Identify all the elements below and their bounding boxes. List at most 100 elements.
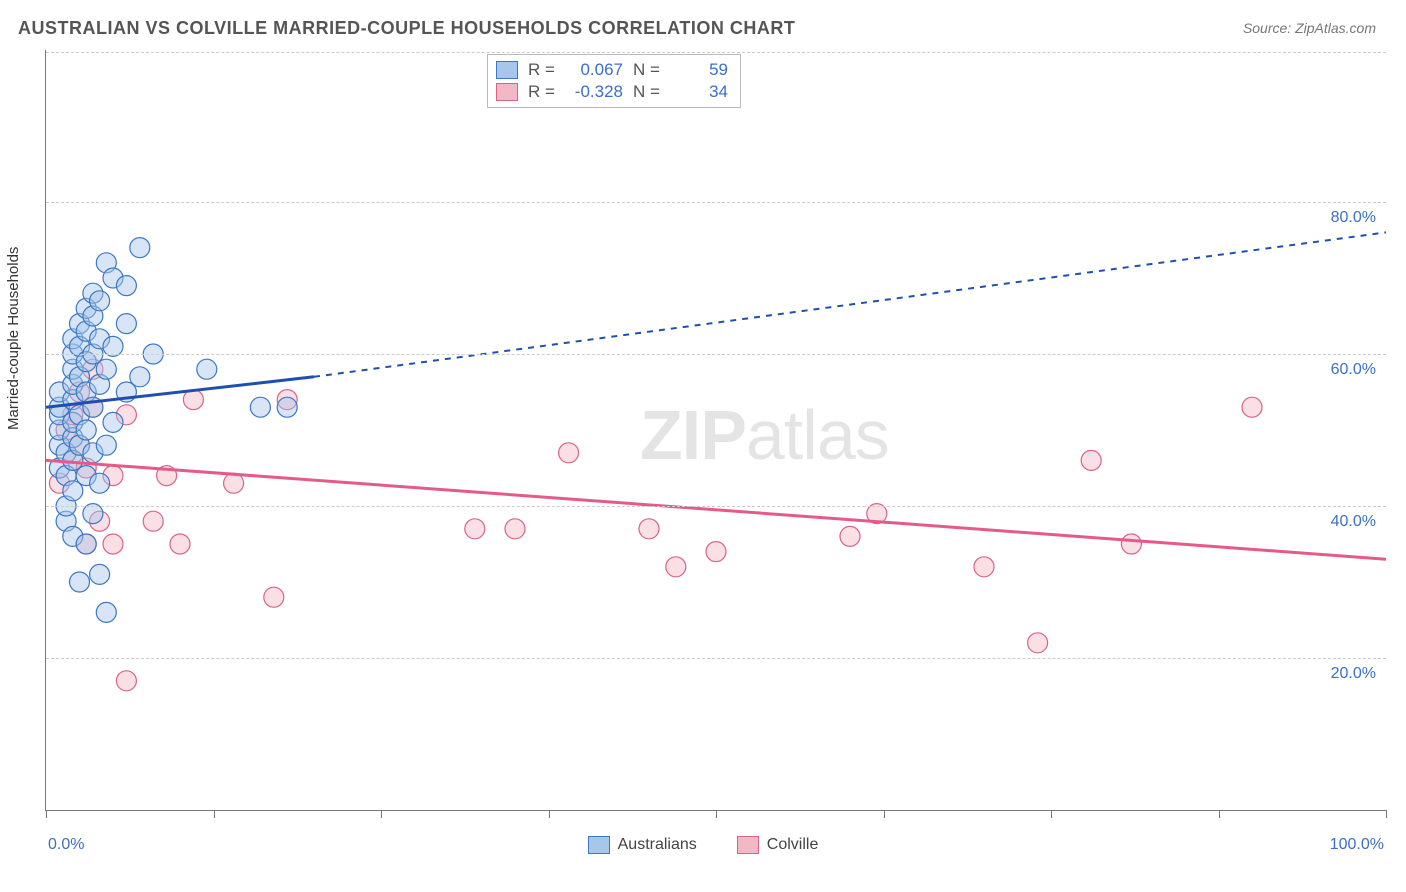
legend-item-colville: Colville <box>737 836 819 854</box>
series-legend: Australians Colville <box>0 836 1406 854</box>
point-colville <box>277 390 297 410</box>
point-colville <box>76 534 96 554</box>
n-value-colville: 34 <box>673 82 728 102</box>
legend-label-colville: Colville <box>767 836 819 854</box>
point-australians <box>49 435 69 455</box>
point-colville <box>1242 397 1262 417</box>
point-australians <box>90 329 110 349</box>
point-australians <box>70 435 90 455</box>
chart-container: AUSTRALIAN VS COLVILLE MARRIED-COUPLE HO… <box>0 0 1406 892</box>
point-australians <box>70 367 90 387</box>
point-australians <box>70 572 90 592</box>
point-colville <box>1028 633 1048 653</box>
point-colville <box>63 450 83 470</box>
point-australians <box>76 321 96 341</box>
point-australians <box>63 374 83 394</box>
point-colville <box>1121 534 1141 554</box>
point-australians <box>76 382 96 402</box>
point-colville <box>56 420 76 440</box>
r-value-australians: 0.067 <box>568 60 623 80</box>
x-tick <box>716 810 717 818</box>
point-australians <box>56 466 76 486</box>
swatch-australians <box>588 836 610 854</box>
x-tick <box>1219 810 1220 818</box>
point-australians <box>63 481 83 501</box>
x-axis-min-label: 0.0% <box>48 836 84 854</box>
point-australians <box>76 466 96 486</box>
point-colville <box>840 526 860 546</box>
legend-label-australians: Australians <box>618 836 697 854</box>
point-australians <box>63 329 83 349</box>
y-tick-label: 20.0% <box>1331 665 1376 683</box>
grid-line <box>46 52 1386 53</box>
point-australians <box>90 374 110 394</box>
point-colville <box>70 382 90 402</box>
point-colville <box>1081 450 1101 470</box>
point-australians <box>56 511 76 531</box>
point-colville <box>90 511 110 531</box>
point-colville <box>264 587 284 607</box>
point-australians <box>96 602 116 622</box>
x-tick <box>1386 810 1387 818</box>
point-australians <box>103 412 123 432</box>
swatch-colville <box>737 836 759 854</box>
point-colville <box>224 473 244 493</box>
stats-row-colville: R = -0.328 N = 34 <box>496 81 728 103</box>
point-colville <box>49 473 69 493</box>
point-australians <box>90 473 110 493</box>
point-australians <box>83 443 103 463</box>
point-colville <box>505 519 525 539</box>
point-australians <box>250 397 270 417</box>
point-colville <box>63 405 83 425</box>
point-australians <box>116 382 136 402</box>
point-colville <box>116 405 136 425</box>
point-colville <box>157 466 177 486</box>
legend-item-australians: Australians <box>588 836 697 854</box>
point-australians <box>96 359 116 379</box>
point-australians <box>63 359 83 379</box>
y-tick-label: 40.0% <box>1331 513 1376 531</box>
y-tick-label: 60.0% <box>1331 361 1376 379</box>
point-australians <box>83 306 103 326</box>
point-colville <box>83 397 103 417</box>
y-axis-title: Married-couple Households <box>5 247 22 430</box>
point-colville <box>639 519 659 539</box>
y-tick-label: 80.0% <box>1331 209 1376 227</box>
point-australians <box>76 420 96 440</box>
trend-line <box>46 460 1386 559</box>
point-colville <box>559 443 579 463</box>
grid-line <box>46 202 1386 203</box>
point-colville <box>183 390 203 410</box>
point-australians <box>83 397 103 417</box>
point-australians <box>116 314 136 334</box>
point-colville <box>116 671 136 691</box>
r-label: R = <box>528 82 558 102</box>
point-australians <box>63 450 83 470</box>
point-australians <box>90 564 110 584</box>
point-australians <box>90 291 110 311</box>
r-value-colville: -0.328 <box>568 82 623 102</box>
point-australians <box>63 428 83 448</box>
point-australians <box>49 458 69 478</box>
point-australians <box>197 359 217 379</box>
point-colville <box>70 435 90 455</box>
point-australians <box>63 526 83 546</box>
point-australians <box>70 405 90 425</box>
point-colville <box>974 557 994 577</box>
point-colville <box>666 557 686 577</box>
point-australians <box>76 298 96 318</box>
grid-line <box>46 354 1386 355</box>
point-australians <box>130 238 150 258</box>
n-label: N = <box>633 60 663 80</box>
point-australians <box>130 367 150 387</box>
point-australians <box>56 443 76 463</box>
x-tick <box>884 810 885 818</box>
point-australians <box>49 420 69 440</box>
point-australians <box>277 397 297 417</box>
point-australians <box>63 412 83 432</box>
x-axis-max-label: 100.0% <box>1330 836 1384 854</box>
point-colville <box>76 458 96 478</box>
stats-legend: R = 0.067 N = 59 R = -0.328 N = 34 <box>487 54 741 108</box>
x-tick <box>1051 810 1052 818</box>
plot-area: 20.0% 40.0% 60.0% 80.0% <box>45 50 1386 811</box>
